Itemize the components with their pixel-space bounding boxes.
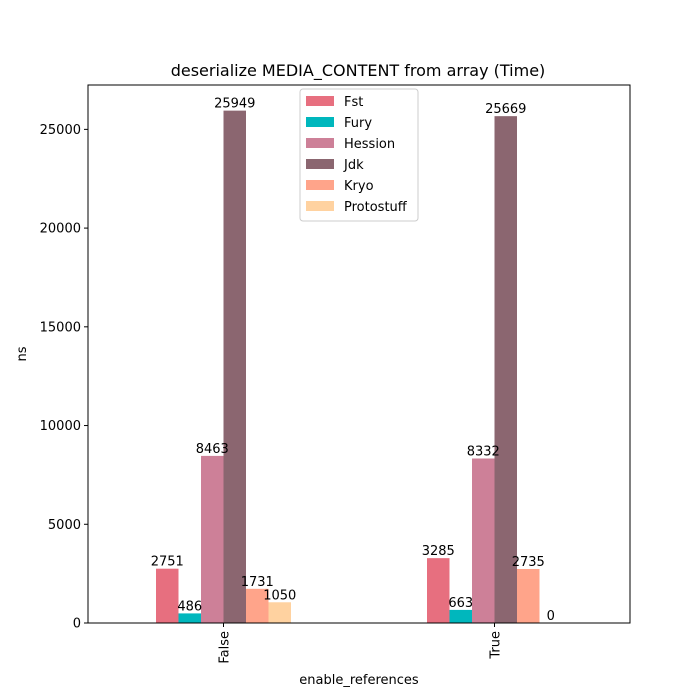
- legend-label-fst: Fst: [344, 95, 363, 110]
- plot-frame: [87, 84, 631, 624]
- bar-fury-false: [178, 613, 201, 623]
- legend-swatch-fury: [306, 117, 334, 127]
- data-label-fst-true: 3285: [422, 544, 455, 559]
- bar-fury-true: [449, 609, 472, 623]
- y-tick-label-10000: 10000: [40, 419, 81, 434]
- legend-swatch-fst: [306, 96, 334, 106]
- y-axis-label: ns: [15, 346, 30, 361]
- y-tick-label-15000: 15000: [40, 320, 81, 335]
- legend-swatch-hession: [306, 138, 334, 148]
- data-label-jdk-true: 25669: [485, 102, 526, 117]
- bar-hession-true: [472, 458, 495, 623]
- x-tick-label-false: False: [218, 631, 233, 664]
- data-label-kryo-true: 2735: [512, 555, 545, 570]
- data-label-protostuff-true: 0: [547, 609, 555, 624]
- x-tick-label-true: True: [489, 631, 504, 660]
- y-tick-label-0: 0: [73, 617, 81, 632]
- y-tick-label-25000: 25000: [40, 123, 81, 138]
- bar-fst-true: [427, 558, 450, 623]
- chart-title: deserialize MEDIA_CONTENT from array (Ti…: [171, 61, 546, 81]
- bar-kryo-true: [517, 568, 540, 623]
- y-tick-label-5000: 5000: [48, 518, 81, 533]
- data-label-fst-false: 2751: [151, 555, 184, 570]
- bar-jdk-false: [223, 110, 246, 623]
- legend-swatch-jdk: [306, 159, 334, 169]
- legend-label-kryo: Kryo: [344, 179, 374, 194]
- bars-group: [156, 110, 540, 623]
- y-axis: 0 5000 10000 15000 20000 25000: [40, 123, 88, 632]
- legend-swatch-protostuff: [306, 201, 334, 211]
- legend-label-hession: Hession: [344, 137, 395, 152]
- legend: Fst Fury Hession Jdk Kryo Protostuff: [299, 88, 419, 222]
- y-tick-label-20000: 20000: [40, 222, 81, 237]
- legend-label-protostuff: Protostuff: [344, 200, 408, 215]
- legend-label-jdk: Jdk: [343, 158, 364, 173]
- data-label-protostuff-false: 1050: [263, 588, 296, 603]
- bar-hession-false: [201, 455, 224, 623]
- x-axis-label: enable_references: [299, 673, 419, 688]
- legend-swatch-kryo: [306, 180, 334, 190]
- bar-jdk-true: [494, 116, 517, 623]
- data-label-hession-true: 8332: [467, 444, 500, 459]
- bar-kryo-false: [246, 588, 269, 623]
- data-label-fury-false: 486: [177, 599, 202, 614]
- data-label-hession-false: 8463: [196, 442, 229, 457]
- data-label-fury-true: 663: [448, 596, 473, 611]
- data-label-kryo-false: 1731: [241, 575, 274, 590]
- bar-protostuff-false: [268, 602, 291, 623]
- x-axis: False True: [218, 623, 504, 664]
- data-label-jdk-false: 25949: [214, 97, 255, 112]
- legend-label-fury: Fury: [344, 116, 372, 131]
- bar-fst-false: [156, 568, 179, 623]
